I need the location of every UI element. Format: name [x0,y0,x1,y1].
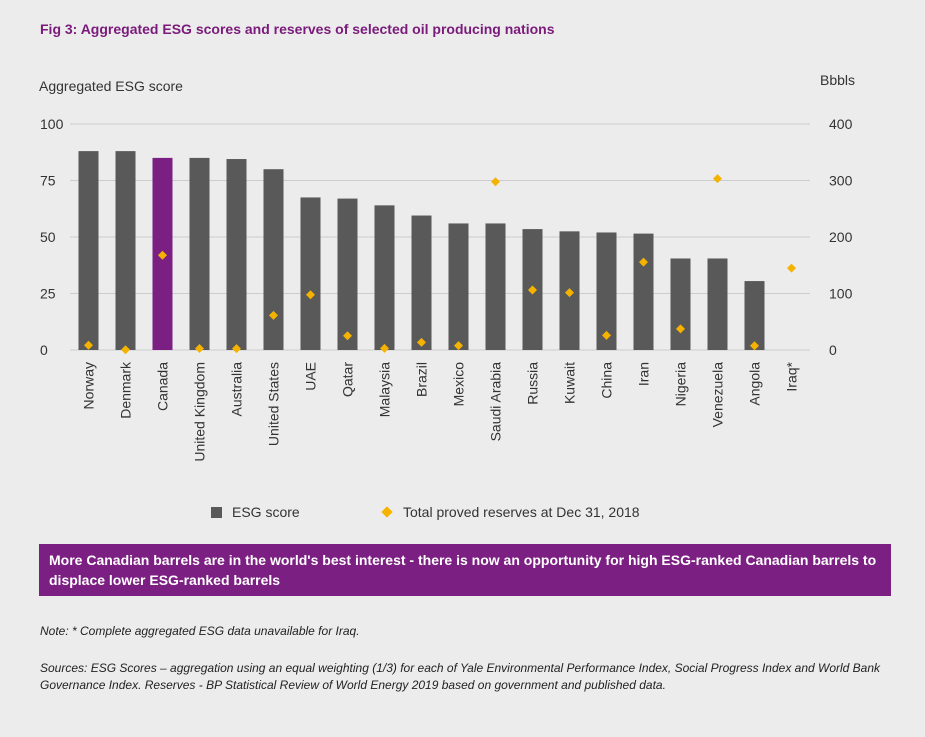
marker-reserves [602,330,611,340]
category-label: Brazil [414,362,430,397]
right-tick-label: 0 [829,342,837,358]
category-label: Nigeria [673,362,689,407]
sources-note: Sources: ESG Scores – aggregation using … [40,661,881,692]
marker-reserves [343,331,352,341]
category-label: UAE [303,362,319,391]
bar-esg-score [596,232,617,350]
left-tick-label: 100 [40,116,64,132]
left-tick-label: 25 [40,286,56,302]
category-label: Venezuela [710,362,726,428]
right-tick-label: 400 [829,116,853,132]
category-label: United Kingdom [192,362,208,462]
marker-reserves [787,263,796,273]
footnote: Note: * Complete aggregated ESG data una… [40,624,360,638]
marker-reserves [454,341,463,351]
marker-reserves [565,288,574,298]
category-label: Russia [525,362,541,405]
category-label: Norway [81,362,97,409]
marker-reserves [676,324,685,334]
marker-reserves [528,285,537,295]
bar-esg-score [115,151,136,350]
category-label: Malaysia [377,362,393,417]
marker-reserves [713,174,722,184]
legend-bar-swatch [211,506,222,518]
bar-esg-score [707,258,728,350]
bar-esg-score [337,198,358,350]
right-tick-label: 200 [829,229,853,245]
bar-esg-score [633,233,654,350]
category-label: Qatar [340,362,356,397]
category-label: Saudi Arabia [488,362,504,442]
marker-reserves [380,343,389,353]
marker-reserves [158,250,167,260]
category-label: Denmark [118,361,134,419]
left-tick-label: 75 [40,173,56,189]
bar-esg-score [189,157,210,350]
figure-title: Fig 3: Aggregated ESG scores and reserve… [40,21,555,37]
legend-reserves-label: Total proved reserves at Dec 31, 2018 [403,504,640,520]
marker-reserves [750,341,759,351]
bar-esg-score [78,151,99,350]
diamond-icon [381,506,393,518]
marker-reserves [306,290,315,300]
legend-reserves: Total proved reserves at Dec 31, 2018 [381,504,640,520]
category-label: Iraq* [784,361,800,391]
marker-reserves [84,340,93,350]
bar-esg-score [226,159,247,350]
category-label: Canada [155,362,171,411]
bar-esg-score [263,169,284,350]
bar-esg-score [670,258,691,350]
bar-esg-score [374,205,395,350]
bar-esg-score [485,223,506,350]
left-tick-label: 0 [40,342,48,358]
category-label: Mexico [451,362,467,407]
marker-reserves [639,257,648,267]
legend-esg-score-label: ESG score [232,504,300,520]
bar-esg-score [300,197,321,350]
marker-reserves [491,177,500,187]
category-label: Angola [747,362,763,406]
right-tick-label: 100 [829,286,853,302]
category-label: United States [266,362,282,446]
bar-esg-score [411,215,432,350]
bar-esg-score [448,223,469,350]
bar-esg-score [744,281,765,350]
right-tick-label: 300 [829,173,853,189]
legend-esg-score: ESG score [211,504,300,520]
right-axis-title: Bbbls [820,72,856,88]
left-tick-label: 50 [40,229,56,245]
marker-reserves [232,344,241,354]
esg-reserves-chart: 0 25 50 75 100 0 100 200 300 400 Norway Denmark Cana… [40,116,853,462]
marker-reserves [417,337,426,347]
marker-reserves [121,345,130,355]
category-label: Kuwait [562,362,578,404]
category-label: China [599,362,615,399]
category-label: Australia [229,362,245,417]
category-label: Iran [636,362,652,386]
left-axis-title: Aggregated ESG score [39,78,183,94]
marker-reserves [195,343,204,353]
callout-box: More Canadian barrels are in the world's… [39,544,891,596]
marker-reserves [269,310,278,320]
